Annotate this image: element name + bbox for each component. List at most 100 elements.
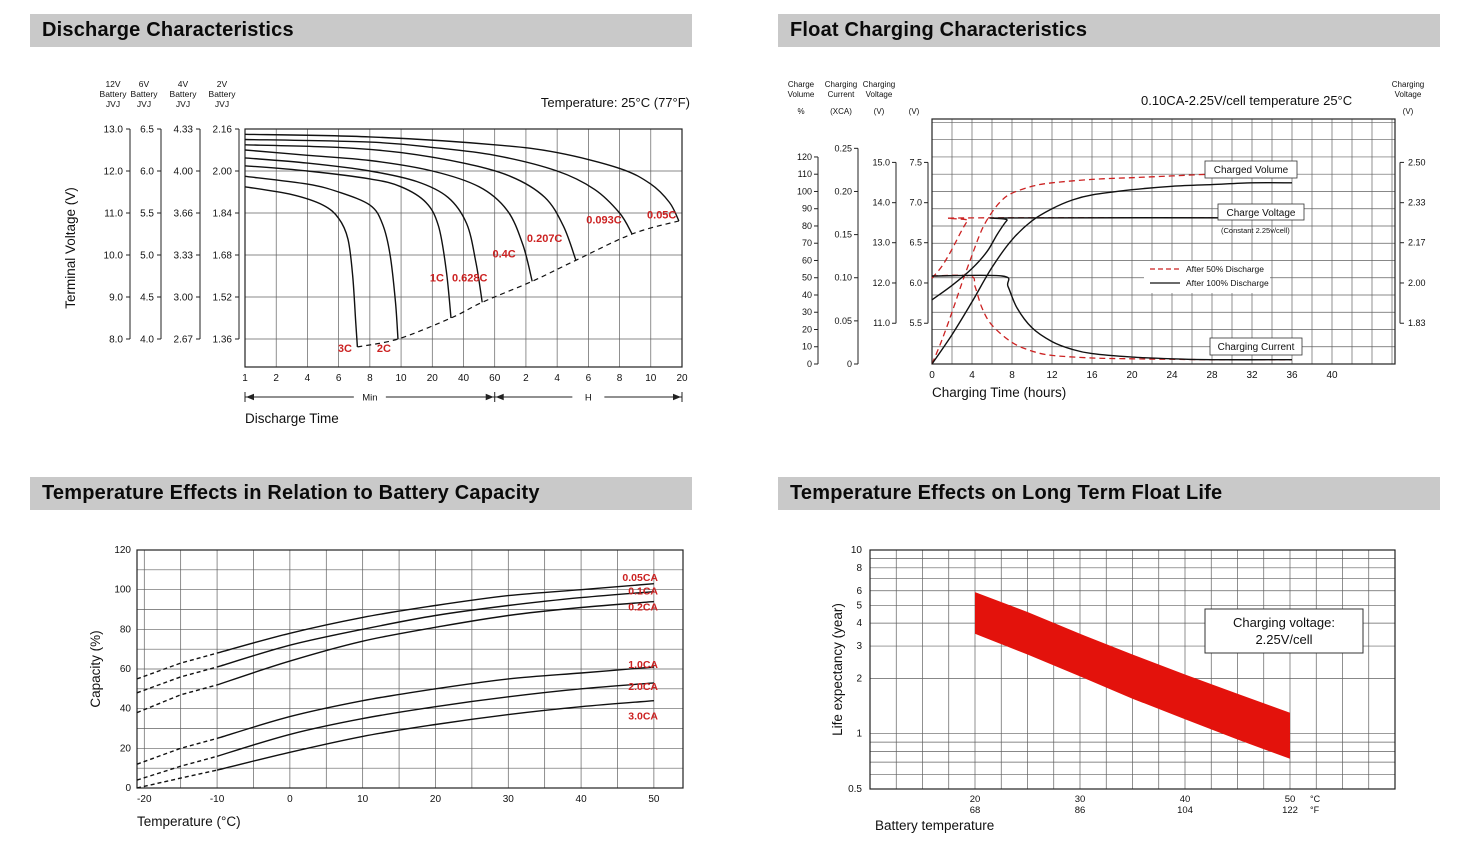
axis-header: Voltage [1395, 90, 1422, 99]
arrowhead [246, 393, 254, 401]
x-tick-label: 24 [1166, 370, 1178, 381]
y-tick-label: 7.5 [909, 157, 922, 167]
float-curve [931, 274, 1293, 361]
axis-header: Battery [100, 89, 128, 99]
discharge-curve [244, 165, 452, 319]
y-tick-label: 1 [856, 729, 862, 740]
y-tick-label: 2.00 [213, 167, 233, 178]
axis-header: Charging [825, 80, 857, 89]
y-tick-label: 4.33 [174, 125, 194, 136]
y-tick-label: 5.5 [909, 318, 922, 328]
temperature-capacity-title-bar: Temperature Effects in Relation to Batte… [30, 477, 692, 510]
axis-header: 12V [105, 79, 120, 89]
discharge-chart-svg: 12VBatteryJVJ13.012.011.010.09.08.06VBat… [63, 79, 690, 426]
y-tick-label: 0.20 [834, 186, 852, 196]
y-tick-label: 3.00 [174, 293, 194, 304]
x-unit-celsius: °C [1310, 794, 1321, 804]
rate-label: 3.0CA [628, 711, 658, 723]
x-axis-title: Charging Time (hours) [932, 385, 1066, 400]
float-curve [931, 171, 1293, 365]
axis-header: Charging [863, 80, 895, 89]
axis-header: Charge [788, 80, 815, 89]
capacity-curve [216, 583, 654, 654]
y-tick-label: 60 [802, 255, 812, 265]
y-tick-label: 7.0 [909, 198, 922, 208]
float-charging-title-bar: Float Charging Characteristics [778, 14, 1440, 47]
y-tick-label: 0.25 [834, 143, 852, 153]
y-tick-label: 80 [802, 221, 812, 231]
axis-header: Volume [788, 90, 815, 99]
panel-temperature-capacity: Temperature Effects in Relation to Batte… [30, 477, 692, 850]
plot-frame [869, 549, 1396, 790]
axis-header: 2V [217, 79, 228, 89]
y-tick-label: 1.68 [213, 251, 233, 262]
capacity-curve [216, 666, 654, 740]
y-tick-label: 5.0 [140, 251, 154, 262]
annotation-charged-volume: Charged Volume [1214, 165, 1289, 176]
discharge-curve [244, 186, 359, 347]
float-life-title: Temperature Effects on Long Term Float L… [790, 482, 1223, 504]
y-tick-label: 60 [120, 664, 132, 675]
y-tick-label: 6 [856, 586, 862, 597]
x-tick-label: 6 [336, 373, 342, 384]
y-tick-label: 0.10 [834, 273, 852, 283]
x-tick-label: 8 [617, 373, 623, 384]
x-tick-label: 0 [929, 370, 935, 381]
rate-label: 3C [338, 343, 352, 355]
annotation-charging-voltage: Charging voltage: [1233, 615, 1335, 630]
temperature-capacity-chart-svg: 0 20 40 60 80 100 120 -20 -10 0 10 20 30 40 50 Capacity… [88, 545, 684, 829]
x-tick-label: 40 [1326, 370, 1338, 381]
x-tick-label: 32 [1246, 370, 1258, 381]
x-tick-celsius: 40 [1180, 794, 1191, 805]
axis-header: Battery [170, 89, 198, 99]
x-tick-label: 30 [503, 794, 515, 805]
capacity-curve-dashed [136, 769, 218, 789]
axis-unit: (XCA) [830, 107, 852, 116]
rate-label: 0.05CA [622, 572, 658, 584]
x-tick-label: 8 [367, 373, 373, 384]
x-tick-label: 10 [396, 373, 408, 384]
y-tick-label: 10.0 [104, 251, 124, 262]
x-tick-fahrenheit: 104 [1177, 805, 1193, 816]
axis-header: JVJ [106, 99, 120, 109]
discharge-curve [244, 144, 577, 261]
y-tick-label: 90 [802, 204, 812, 214]
discharge-curve [244, 138, 633, 235]
axis-unit: % [797, 107, 804, 116]
x-tick-label: -20 [137, 794, 152, 805]
y-tick-label: 20 [802, 324, 812, 334]
y-axis-title: Life expectancy (year) [830, 603, 845, 736]
life-expectancy-band [975, 592, 1290, 759]
x-tick-label: 0 [287, 794, 293, 805]
axis-header: 4V [178, 79, 189, 89]
y-tick-label: 15.0 [872, 157, 890, 167]
capacity-curve-dashed [136, 755, 218, 781]
y-tick-label: 6.5 [140, 125, 154, 136]
capacity-curve [216, 600, 654, 686]
y-tick-label: 120 [797, 152, 812, 162]
discharge-curve [244, 175, 399, 340]
x-tick-label: 10 [357, 794, 369, 805]
rate-label: 0.4C [492, 249, 515, 261]
plot-frame [136, 549, 684, 789]
panel-float-life: Temperature Effects on Long Term Float L… [778, 477, 1440, 850]
rate-label: 0.1CA [628, 586, 658, 598]
axis-header: 6V [139, 79, 150, 89]
y-tick-label: 11.0 [873, 318, 890, 328]
float-curve [931, 182, 1293, 365]
y-tick-label: 12.0 [872, 278, 890, 288]
y-tick-label: 0.05 [834, 316, 852, 326]
y-tick-label: 80 [120, 624, 132, 635]
y-tick-label: 4.5 [140, 293, 154, 304]
range-label-bg [572, 391, 605, 403]
y-axis-title: Capacity (%) [88, 630, 103, 707]
annotation-charge-voltage: Charge Voltage [1227, 208, 1296, 219]
y-tick-label: 1.83 [1408, 318, 1426, 328]
float-life-title-bar: Temperature Effects on Long Term Float L… [778, 477, 1440, 510]
x-tick-label: 4 [305, 373, 311, 384]
legend-label-100: After 100% Discharge [1186, 278, 1269, 288]
discharge-chart: 12V Battery JVJ 13.0 12.0 11.0 10.0 9.0 8.0 6V Bat… [30, 47, 692, 445]
x-tick-label: 60 [489, 373, 501, 384]
float-charging-chart: Charge Volume% 0 10 20 30 40 50 60 70 80 90 100 110 12… [778, 47, 1440, 427]
x-axis-title: Discharge Time [245, 411, 339, 426]
